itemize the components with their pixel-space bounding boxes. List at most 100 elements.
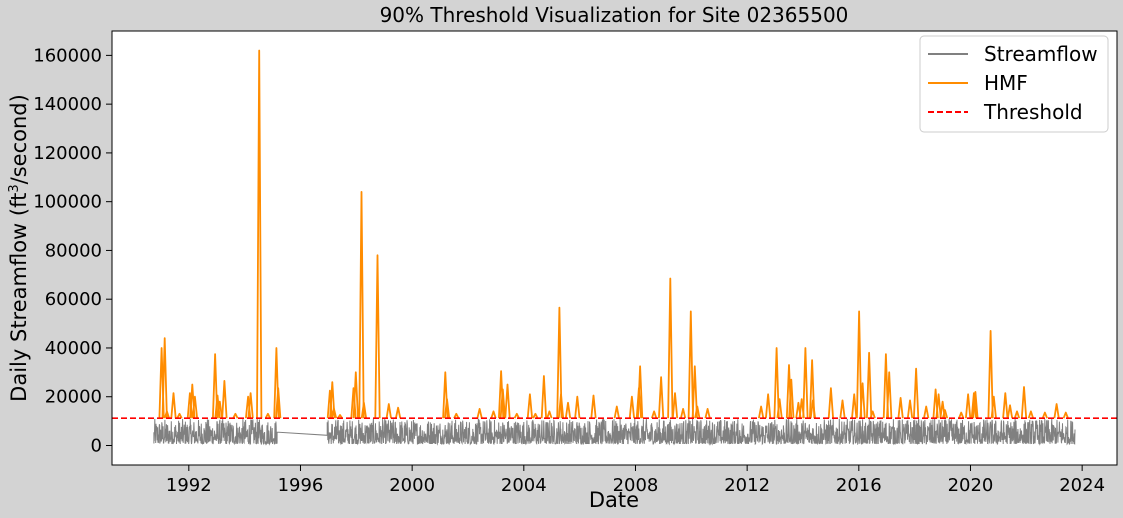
hmf-peak [694, 405, 701, 419]
hmf-peak [590, 394, 597, 419]
x-tick-label: 1996 [278, 475, 324, 496]
chart-title: 90% Threshold Visualization for Site 023… [380, 3, 849, 27]
hmf-peak [1041, 411, 1048, 419]
hmf-peak [256, 49, 263, 419]
hmf-peak [191, 395, 198, 419]
hmf-peak [704, 408, 711, 419]
hmf-peak [499, 388, 506, 419]
hmf-peak [809, 359, 816, 419]
hmf-peak [958, 411, 965, 419]
hmf-peak [476, 408, 483, 419]
hmf-peak [546, 410, 553, 419]
hmf-peak [1006, 404, 1014, 419]
x-axis: 1992 1996 2000 2004 2008 2012 2016 2020 2024 [166, 465, 1105, 496]
x-tick-label: 2024 [1059, 475, 1105, 496]
hmf-peak [216, 400, 223, 419]
y-tick-label: 140000 [33, 94, 102, 115]
hmf-peak [856, 310, 863, 419]
hmf-peak [866, 351, 873, 419]
hmf-peak [637, 365, 644, 419]
hmf-peak [776, 398, 783, 419]
hmf-peak [851, 393, 858, 419]
x-tick-label: 2016 [836, 475, 882, 496]
plot-frame [111, 30, 1118, 466]
hmf-peak [264, 412, 271, 419]
legend: Streamflow HMF Threshold [919, 35, 1109, 133]
legend-label-threshold: Threshold [983, 100, 1083, 124]
hmf-series [158, 49, 1069, 419]
streamflow-line [153, 418, 1076, 446]
legend-box [919, 35, 1109, 133]
y-tick-label: 160000 [33, 45, 102, 66]
hmf-peak [886, 371, 893, 419]
x-tick-label: 2000 [389, 475, 435, 496]
hmf-peak [970, 392, 977, 419]
hmf-peak [504, 383, 511, 419]
hmf-peak [163, 410, 170, 419]
hmf-peak [758, 405, 765, 419]
y-tick-label: 80000 [45, 240, 102, 261]
x-tick-label: 1992 [166, 475, 212, 496]
hmf-peak [765, 393, 772, 419]
x-tick-label: 2020 [948, 475, 994, 496]
y-tick-label: 100000 [33, 192, 102, 213]
y-axis: 0 20000 40000 60000 80000 100000 120000 140000 1… [33, 45, 112, 456]
y-axis-title-main: Daily Streamflow (ft [7, 193, 31, 402]
hmf-peak [453, 412, 460, 419]
hmf-peak [275, 387, 282, 419]
streamflow-series [153, 418, 1076, 446]
hmf-peak [788, 378, 795, 419]
hmf-peak [221, 380, 228, 419]
hmf-peak [935, 393, 942, 419]
hmf-peak [773, 347, 780, 419]
hmf-peak [532, 412, 539, 419]
hmf-peak [526, 393, 533, 419]
hmf-peak [329, 381, 336, 419]
hmf-peak [923, 405, 930, 419]
x-tick-label: 2008 [613, 475, 659, 496]
hmf-peak [987, 330, 994, 419]
x-tick-label: 2004 [501, 475, 547, 496]
hmf-peak [658, 376, 665, 419]
hmf-peak [859, 382, 866, 419]
hmf-peak [1027, 410, 1034, 419]
y-tick-label: 60000 [45, 289, 102, 310]
hmf-peak [574, 395, 581, 419]
hmf-peak [358, 191, 365, 419]
hmf-peak [990, 395, 997, 419]
hmf-peak [1062, 411, 1069, 419]
hmf-peak [513, 412, 520, 419]
x-axis-title: Date [589, 488, 639, 512]
hmf-peak [564, 401, 572, 419]
y-axis-title-sup: 3 [7, 184, 22, 192]
hmf-peak [443, 398, 451, 419]
hmf-peak [691, 365, 698, 419]
y-axis-title-tail: /second) [7, 94, 31, 184]
hmf-peak [628, 395, 635, 419]
hmf-peak [352, 371, 359, 419]
y-tick-label: 20000 [45, 387, 102, 408]
hmf-peak [906, 399, 914, 419]
hmf-peak [360, 401, 367, 419]
hmf-peak [827, 387, 834, 419]
hmf-peak [540, 375, 547, 419]
x-tick-label: 2012 [724, 475, 770, 496]
y-tick-label: 0 [91, 435, 102, 456]
hmf-peak [374, 254, 381, 419]
hmf-peak [1020, 386, 1028, 419]
hmf-peak [557, 393, 565, 419]
hmf-peak [869, 410, 876, 419]
hmf-peak [395, 406, 402, 419]
hmf-peak [1002, 392, 1009, 419]
hmf-peak [170, 392, 177, 419]
y-tick-label: 120000 [33, 143, 102, 164]
hmf-peak [232, 412, 239, 419]
y-tick-label: 40000 [45, 338, 102, 359]
hmf-peak [651, 410, 658, 419]
hmf-peak [490, 410, 497, 419]
hmf-peak [671, 392, 679, 419]
hmf-peak [176, 412, 183, 419]
legend-label-hmf: HMF [984, 71, 1028, 95]
hmf-peak [330, 408, 338, 419]
hmf-peak [337, 414, 343, 419]
